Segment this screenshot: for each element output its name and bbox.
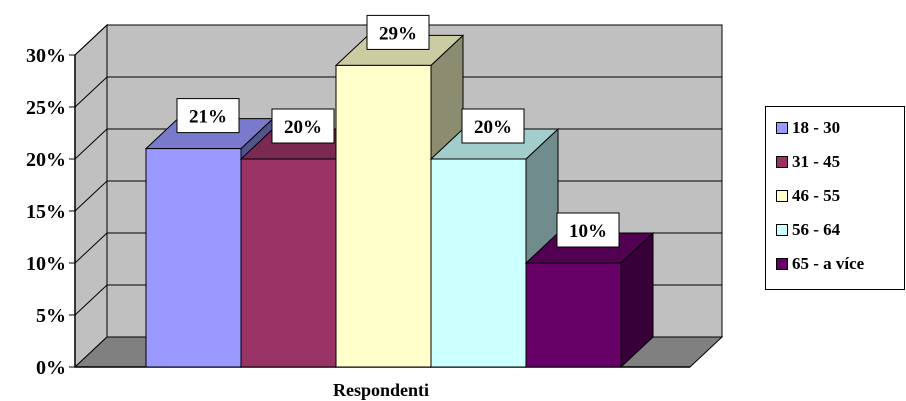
- data-label-1: 21%: [176, 98, 240, 134]
- legend-swatch: [776, 224, 788, 236]
- legend-swatch: [776, 156, 788, 168]
- legend-label: 18 - 30: [792, 118, 841, 137]
- legend-item: 65 - a více: [776, 254, 864, 274]
- data-label-text: 29%: [379, 23, 417, 44]
- y-axis-ticks: 0% 5% 10% 15% 20% 25% 30%: [26, 45, 75, 379]
- y-tick-label: 10%: [26, 253, 66, 275]
- data-label-box: [366, 14, 430, 50]
- data-label-text: 10%: [569, 221, 607, 242]
- data-label-4: 20%: [461, 108, 525, 144]
- y-tick-label: 15%: [26, 201, 66, 223]
- y-tick-label: 25%: [26, 97, 66, 119]
- legend-item: 56 - 64: [776, 220, 840, 240]
- legend-item: 31 - 45: [776, 152, 840, 172]
- bar-front-face: [525, 262, 622, 368]
- legend-item: 18 - 30: [776, 118, 840, 138]
- bar-front-face: [430, 158, 527, 368]
- data-labels: 21% 20% 29% 20% 10%: [176, 14, 620, 248]
- legend-label: 46 - 55: [792, 186, 841, 205]
- chart-legend: 18 - 30 31 - 45 46 - 55 56 - 64 65 - a více: [765, 106, 905, 290]
- legend-swatch: [776, 258, 788, 270]
- data-label-text: 20%: [474, 117, 512, 138]
- legend-label: 65 - a více: [792, 254, 865, 273]
- legend-label: 56 - 64: [792, 220, 841, 239]
- y-tick-label: 0%: [36, 357, 66, 379]
- legend-label: 31 - 45: [792, 152, 841, 171]
- x-axis-label: Respondenti: [333, 380, 429, 400]
- bar-front-face: [145, 148, 242, 368]
- bar-front-face: [240, 158, 337, 368]
- data-label-3: 29%: [366, 14, 430, 50]
- data-label-box: [556, 212, 620, 248]
- gridline: [74, 24, 722, 56]
- bar-5: [524, 231, 655, 369]
- data-label-box: [271, 108, 335, 144]
- y-tick-label: 20%: [26, 149, 66, 171]
- data-label-box: [461, 108, 525, 144]
- legend-swatch: [776, 122, 788, 134]
- data-label-text: 20%: [284, 117, 322, 138]
- data-label-box: [176, 98, 240, 134]
- data-label-2: 20%: [271, 108, 335, 144]
- legend-swatch: [776, 190, 788, 202]
- gridline: [74, 76, 722, 108]
- y-tick-label: 30%: [26, 45, 66, 67]
- y-tick-label: 5%: [36, 305, 66, 327]
- data-label-5: 10%: [556, 212, 620, 248]
- legend-item: 46 - 55: [776, 186, 840, 206]
- bar-front-face: [335, 64, 432, 368]
- data-label-text: 21%: [189, 107, 227, 128]
